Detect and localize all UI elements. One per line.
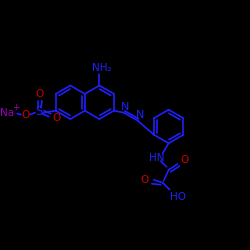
Text: N: N bbox=[120, 102, 129, 112]
Text: HN: HN bbox=[149, 153, 164, 163]
Text: +: + bbox=[12, 103, 20, 112]
Text: N: N bbox=[136, 110, 145, 120]
Text: O: O bbox=[180, 155, 188, 165]
Text: O: O bbox=[52, 112, 61, 122]
Text: Na: Na bbox=[0, 108, 14, 118]
Text: HO: HO bbox=[170, 192, 186, 202]
Text: O: O bbox=[21, 110, 29, 120]
Text: O: O bbox=[141, 175, 149, 185]
Text: S: S bbox=[35, 105, 43, 118]
Text: O: O bbox=[36, 89, 44, 99]
Text: NH₂: NH₂ bbox=[92, 63, 111, 73]
